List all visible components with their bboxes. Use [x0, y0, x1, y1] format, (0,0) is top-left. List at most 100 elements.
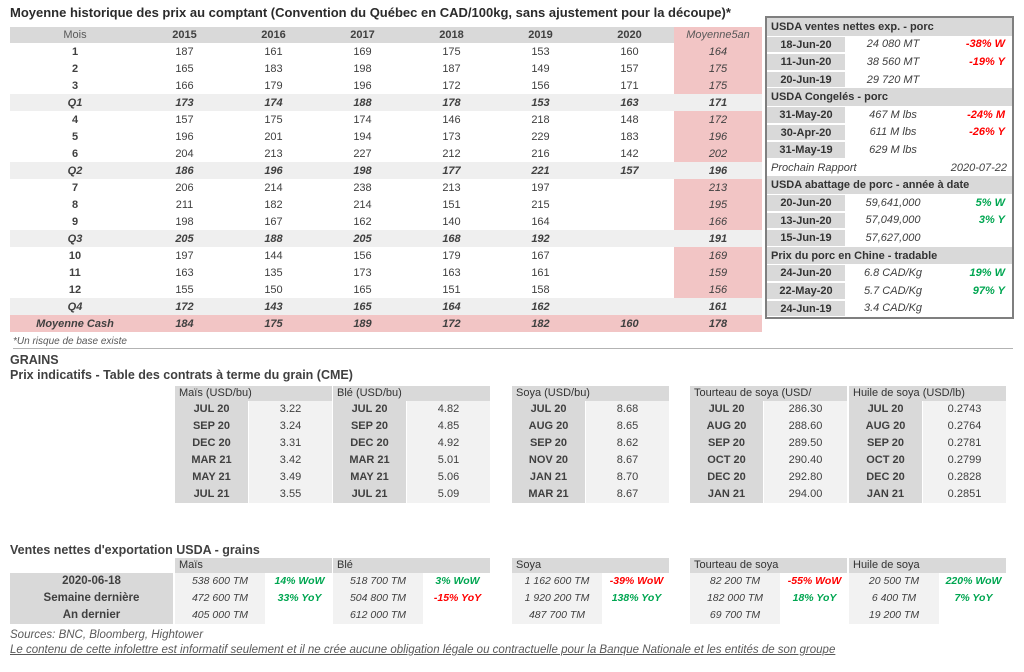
contract-month: OCT 20	[849, 452, 923, 469]
next-report-date: 2020-07-22	[950, 161, 1007, 174]
contract-price: 5.09	[407, 486, 490, 503]
contract-price: 288.60	[764, 418, 847, 435]
pork-cell	[585, 196, 674, 213]
pork-row-label: 12	[68, 283, 82, 296]
futures-row: SEP 20 8.62	[512, 435, 669, 452]
pork-cell: 153	[496, 94, 585, 111]
pork-cell: 158	[531, 283, 550, 296]
futures-row: SEP 20 3.24	[175, 418, 332, 435]
futures-row: AUG 20 288.60	[690, 418, 847, 435]
contract-month: SEP 20	[333, 418, 407, 435]
pork-cell: 165	[175, 62, 194, 75]
pork-cell: 153	[531, 45, 550, 58]
usda-data-row: 24-Jun-19 3.4 CAD/Kg	[767, 299, 1012, 318]
pork-cell: 174	[229, 94, 318, 111]
usda-next-report-row: Prochain Rapport 2020-07-22	[767, 159, 1012, 177]
usda-data-row: 30-Apr-20 611 M lbs -26% Y	[767, 123, 1012, 142]
pork-cell: 213	[442, 181, 461, 194]
usda-data-row: 20-Jun-19 29 720 MT	[767, 70, 1012, 89]
pork-cell: 157	[175, 113, 194, 126]
pork-row-label: Moyenne Cash	[10, 315, 140, 332]
pork-cell: 189	[318, 315, 407, 332]
pork-cell: 173	[353, 266, 372, 279]
futures-row: JUL 21 5.09	[333, 486, 490, 503]
contract-month: MAR 21	[512, 486, 586, 503]
futures-row: JUL 20 3.22	[175, 401, 332, 418]
export-volume: 538 600 TM	[175, 573, 267, 590]
usda-data-row: 18-Jun-20 24 080 MT -38% W	[767, 35, 1012, 54]
contract-price: 3.55	[249, 486, 332, 503]
futures-table: Huile de soya (USD/lb) JUL 20 0.2743 AUG 20…	[849, 386, 1006, 503]
usda-change-badge: 19% W	[969, 267, 1005, 280]
usda-value: 629 M lbs	[869, 143, 917, 156]
pork-cell: 182	[264, 198, 283, 211]
pork-col-header: Moyenne5an	[674, 27, 762, 43]
export-row-label: 2020-06-18	[62, 575, 121, 587]
contract-price: 0.2851	[923, 486, 1006, 503]
pork-cell: 161	[674, 298, 762, 315]
contract-price: 8.67	[586, 486, 669, 503]
pork-row-7: 7 206 214 238 213 197 213	[10, 179, 762, 196]
futures-row: JUL 20 8.68	[512, 401, 669, 418]
pork-cell	[585, 298, 674, 315]
pork-row-label: Q1	[10, 94, 140, 111]
export-data-row: 487 700 TM	[512, 607, 669, 624]
contract-price: 4.92	[407, 435, 490, 452]
pork-cell: 172	[674, 111, 762, 128]
pork-cell	[585, 179, 674, 196]
pork-cell: 163	[585, 94, 674, 111]
pork-row-label: 7	[71, 181, 79, 194]
contract-price: 4.85	[407, 418, 490, 435]
pork-cell: 166	[175, 79, 194, 92]
pork-cell: 135	[264, 266, 283, 279]
usda-value: 59,641,000	[865, 196, 921, 209]
usda-section-header: Prix du porc en Chine - tradable	[767, 246, 1012, 265]
export-data-row: 538 600 TM 14% WoW	[175, 573, 332, 590]
contract-price: 290.40	[764, 452, 847, 469]
contract-month: AUG 20	[849, 418, 923, 435]
export-volume: 504 800 TM	[333, 590, 425, 607]
pork-cell: 148	[620, 113, 639, 126]
pork-cell: 161	[264, 45, 283, 58]
exports-row-labels: 2020-06-18 Semaine dernière An dernier	[10, 573, 173, 624]
pork-cell: 157	[620, 62, 639, 75]
usda-value: 6.8 CAD/Kg	[863, 267, 923, 280]
pork-row-label: Q4	[10, 298, 140, 315]
export-volume: 82 200 TM	[690, 573, 782, 590]
export-data-row: 504 800 TM -15% YoY	[333, 590, 490, 607]
export-volume: 19 200 TM	[849, 607, 941, 624]
usda-value: 38 560 MT	[866, 55, 920, 68]
contract-price: 5.06	[407, 469, 490, 486]
usda-date: 11-Jun-20	[767, 53, 847, 71]
pork-cell: 211	[175, 198, 194, 211]
export-change-badge: 14% WoW	[274, 575, 325, 587]
pork-cell: 177	[407, 162, 496, 179]
pork-cell: 197	[175, 249, 194, 262]
contract-price: 3.24	[249, 418, 332, 435]
contract-month: MAR 21	[175, 452, 249, 469]
usda-date: 31-May-19	[767, 141, 847, 159]
pork-cell: 167	[531, 249, 550, 262]
futures-table-header: Maïs (USD/bu)	[175, 386, 332, 401]
pork-cell: 160	[585, 315, 674, 332]
pork-row-label: 3	[71, 79, 79, 92]
export-volume: 1 162 600 TM	[512, 573, 604, 590]
contract-price: 8.67	[586, 452, 669, 469]
pork-col-header: 2016	[229, 27, 318, 43]
usda-data-row: 20-Jun-20 59,641,000 5% W	[767, 193, 1012, 212]
usda-value: 467 M lbs	[869, 108, 917, 121]
pork-cell: 175	[442, 45, 461, 58]
export-grain-header: Huile de soya	[849, 558, 1006, 573]
pork-cell: 192	[496, 230, 585, 247]
pork-row-10: 10 197 144 156 179 167 169	[10, 247, 762, 264]
contract-price: 8.68	[586, 401, 669, 418]
pork-row-12: 12 155 150 165 151 158 156	[10, 281, 762, 298]
futures-table-header: Tourteau de soya (USD/	[690, 386, 847, 401]
contract-price: 4.82	[407, 401, 490, 418]
export-change-badge	[941, 607, 1006, 624]
pork-cell: 156	[674, 281, 762, 298]
usda-change-badge: 5% W	[975, 196, 1005, 209]
export-data-row: 19 200 TM	[849, 607, 1006, 624]
export-grain-group: Maïs 538 600 TM 14% WoW 472 600 TM 33% YoY 40…	[175, 558, 332, 624]
pork-cell: 221	[496, 162, 585, 179]
